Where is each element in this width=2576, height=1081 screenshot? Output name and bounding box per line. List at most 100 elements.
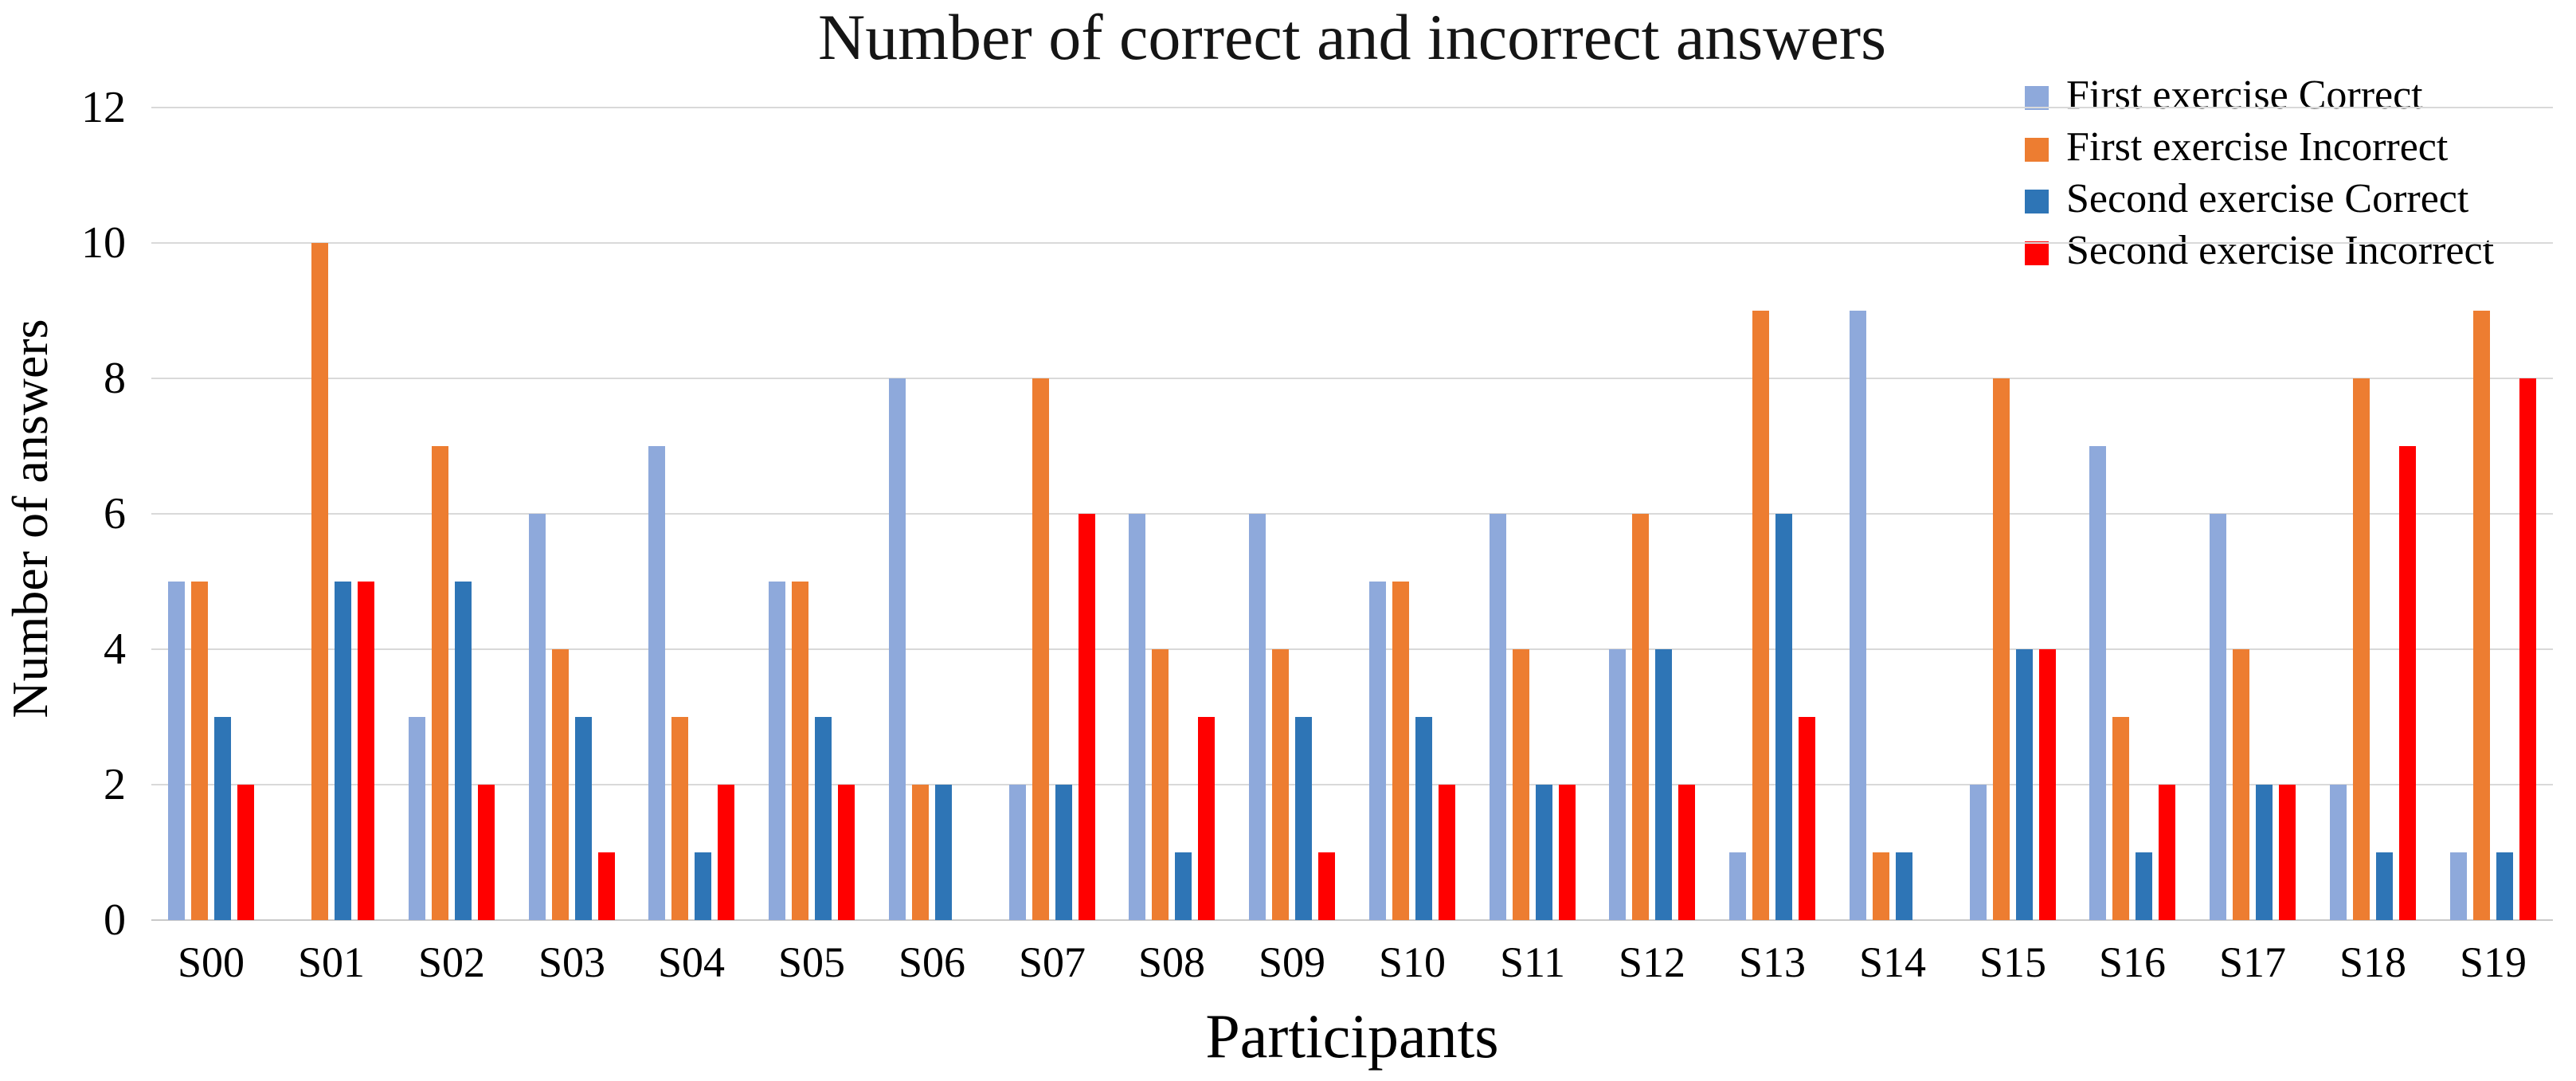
bar-s11-second-exercise-incorrect (1559, 785, 1576, 920)
bar-s01-first-exercise-incorrect (311, 243, 328, 920)
bar-s10-first-exercise-incorrect (1392, 582, 1409, 920)
bar-s08-first-exercise-incorrect (1152, 649, 1169, 920)
bar-s14-first-exercise-correct (1850, 311, 1866, 920)
bar-s11-first-exercise-incorrect (1513, 649, 1529, 920)
bar-s00-second-exercise-correct (214, 717, 231, 920)
bar-s00-first-exercise-correct (168, 582, 185, 920)
bar-s09-second-exercise-correct (1295, 717, 1312, 920)
legend-swatch-first-exercise-incorrect (2025, 138, 2049, 162)
x-tick-label-s11: S11 (1499, 938, 1566, 986)
bar-s09-first-exercise-correct (1249, 514, 1266, 920)
bar-s05-second-exercise-correct (815, 717, 832, 920)
gridline-y-12 (151, 107, 2553, 108)
bar-s07-second-exercise-incorrect (1079, 514, 1095, 920)
bar-s18-second-exercise-incorrect (2399, 446, 2416, 920)
bar-s19-second-exercise-incorrect (2519, 378, 2536, 920)
x-tick-label-s14: S14 (1858, 938, 1927, 986)
bar-s16-first-exercise-correct (2089, 446, 2106, 920)
bar-s11-first-exercise-correct (1490, 514, 1506, 920)
bar-s13-first-exercise-incorrect (1752, 311, 1769, 920)
bar-s05-first-exercise-correct (769, 582, 785, 920)
bar-s18-first-exercise-incorrect (2353, 378, 2370, 920)
legend-swatch-second-exercise-correct (2025, 190, 2049, 213)
y-tick-label-0: 0 (104, 895, 126, 945)
x-tick-label-s17: S17 (2218, 938, 2287, 986)
bar-s03-first-exercise-correct (529, 514, 546, 920)
bar-s12-first-exercise-incorrect (1632, 514, 1649, 920)
gridline-y-10 (151, 242, 2553, 244)
legend-label-first-exercise-correct: First exercise Correct (2066, 72, 2423, 118)
legend-label-second-exercise-correct: Second exercise Correct (2066, 176, 2469, 221)
bar-s08-second-exercise-correct (1175, 852, 1192, 920)
bar-s15-second-exercise-correct (2016, 649, 2033, 920)
x-tick-label-s01: S01 (297, 938, 366, 986)
bar-s16-second-exercise-correct (2136, 852, 2152, 920)
bar-s12-first-exercise-correct (1609, 649, 1626, 920)
y-tick-label-10: 10 (81, 218, 126, 268)
bar-s19-first-exercise-incorrect (2473, 311, 2490, 920)
chart-title: Number of correct and incorrect answers (818, 1, 1886, 73)
bar-s04-first-exercise-correct (648, 446, 665, 920)
bar-s10-second-exercise-correct (1415, 717, 1432, 920)
bar-s06-second-exercise-correct (935, 785, 952, 920)
y-tick-label-2: 2 (104, 760, 126, 809)
x-tick-label-s19: S19 (2459, 938, 2527, 986)
y-tick-label-12: 12 (81, 83, 126, 132)
bar-s16-first-exercise-incorrect (2112, 717, 2129, 920)
bar-s15-first-exercise-incorrect (1993, 378, 2010, 920)
bar-s13-second-exercise-correct (1775, 514, 1792, 920)
bar-s13-first-exercise-correct (1729, 852, 1746, 920)
x-tick-label-s16: S16 (2098, 938, 2167, 986)
legend-swatch-first-exercise-correct (2025, 86, 2049, 110)
bar-s01-second-exercise-incorrect (358, 582, 374, 920)
x-tick-label-s15: S15 (1979, 938, 2047, 986)
bar-s07-first-exercise-incorrect (1032, 378, 1049, 920)
bar-s05-first-exercise-incorrect (792, 582, 808, 920)
bar-s00-second-exercise-incorrect (237, 785, 254, 920)
x-tick-label-s06: S06 (898, 938, 966, 986)
bar-s03-second-exercise-correct (575, 717, 592, 920)
y-tick-label-4: 4 (104, 625, 126, 674)
bar-s06-first-exercise-incorrect (912, 785, 929, 920)
gridline-y-2 (151, 784, 2553, 785)
bar-s08-first-exercise-correct (1129, 514, 1145, 920)
bar-s04-second-exercise-incorrect (718, 785, 734, 920)
x-tick-label-s07: S07 (1018, 938, 1086, 986)
x-tick-label-s12: S12 (1618, 938, 1686, 986)
bar-s18-second-exercise-correct (2376, 852, 2393, 920)
bar-s17-second-exercise-correct (2256, 785, 2273, 920)
bar-s16-second-exercise-incorrect (2159, 785, 2175, 920)
bar-s14-second-exercise-correct (1896, 852, 1912, 920)
legend-swatch-second-exercise-incorrect (2025, 241, 2049, 265)
bar-s05-second-exercise-incorrect (838, 785, 855, 920)
bar-s00-first-exercise-incorrect (191, 582, 208, 920)
bar-s10-first-exercise-correct (1369, 582, 1386, 920)
gridline-y-0 (151, 919, 2553, 921)
bar-s02-second-exercise-incorrect (478, 785, 495, 920)
gridline-y-4 (151, 648, 2553, 650)
bar-s04-first-exercise-incorrect (671, 717, 688, 920)
bar-s07-second-exercise-correct (1055, 785, 1072, 920)
bar-s09-first-exercise-incorrect (1272, 649, 1289, 920)
x-tick-label-s10: S10 (1378, 938, 1447, 986)
bar-s15-first-exercise-correct (1970, 785, 1987, 920)
bar-s18-first-exercise-correct (2330, 785, 2347, 920)
bar-s02-first-exercise-incorrect (432, 446, 448, 920)
bar-s11-second-exercise-correct (1536, 785, 1552, 920)
bar-s09-second-exercise-incorrect (1318, 852, 1335, 920)
x-tick-label-s03: S03 (538, 938, 606, 986)
x-tick-label-s13: S13 (1738, 938, 1807, 986)
bar-s17-second-exercise-incorrect (2279, 785, 2296, 920)
bar-s12-second-exercise-incorrect (1678, 785, 1695, 920)
bar-s03-second-exercise-incorrect (598, 852, 615, 920)
legend-label-first-exercise-incorrect: First exercise Incorrect (2066, 124, 2449, 170)
x-axis-title: Participants (1205, 1001, 1499, 1071)
bar-s15-second-exercise-incorrect (2039, 649, 2056, 920)
legend-label-second-exercise-incorrect: Second exercise Incorrect (2066, 228, 2495, 273)
bar-s02-first-exercise-correct (409, 717, 425, 920)
bar-s02-second-exercise-correct (455, 582, 472, 920)
bar-s12-second-exercise-correct (1655, 649, 1672, 920)
y-tick-label-6: 6 (104, 489, 126, 539)
bar-s17-first-exercise-incorrect (2233, 649, 2249, 920)
